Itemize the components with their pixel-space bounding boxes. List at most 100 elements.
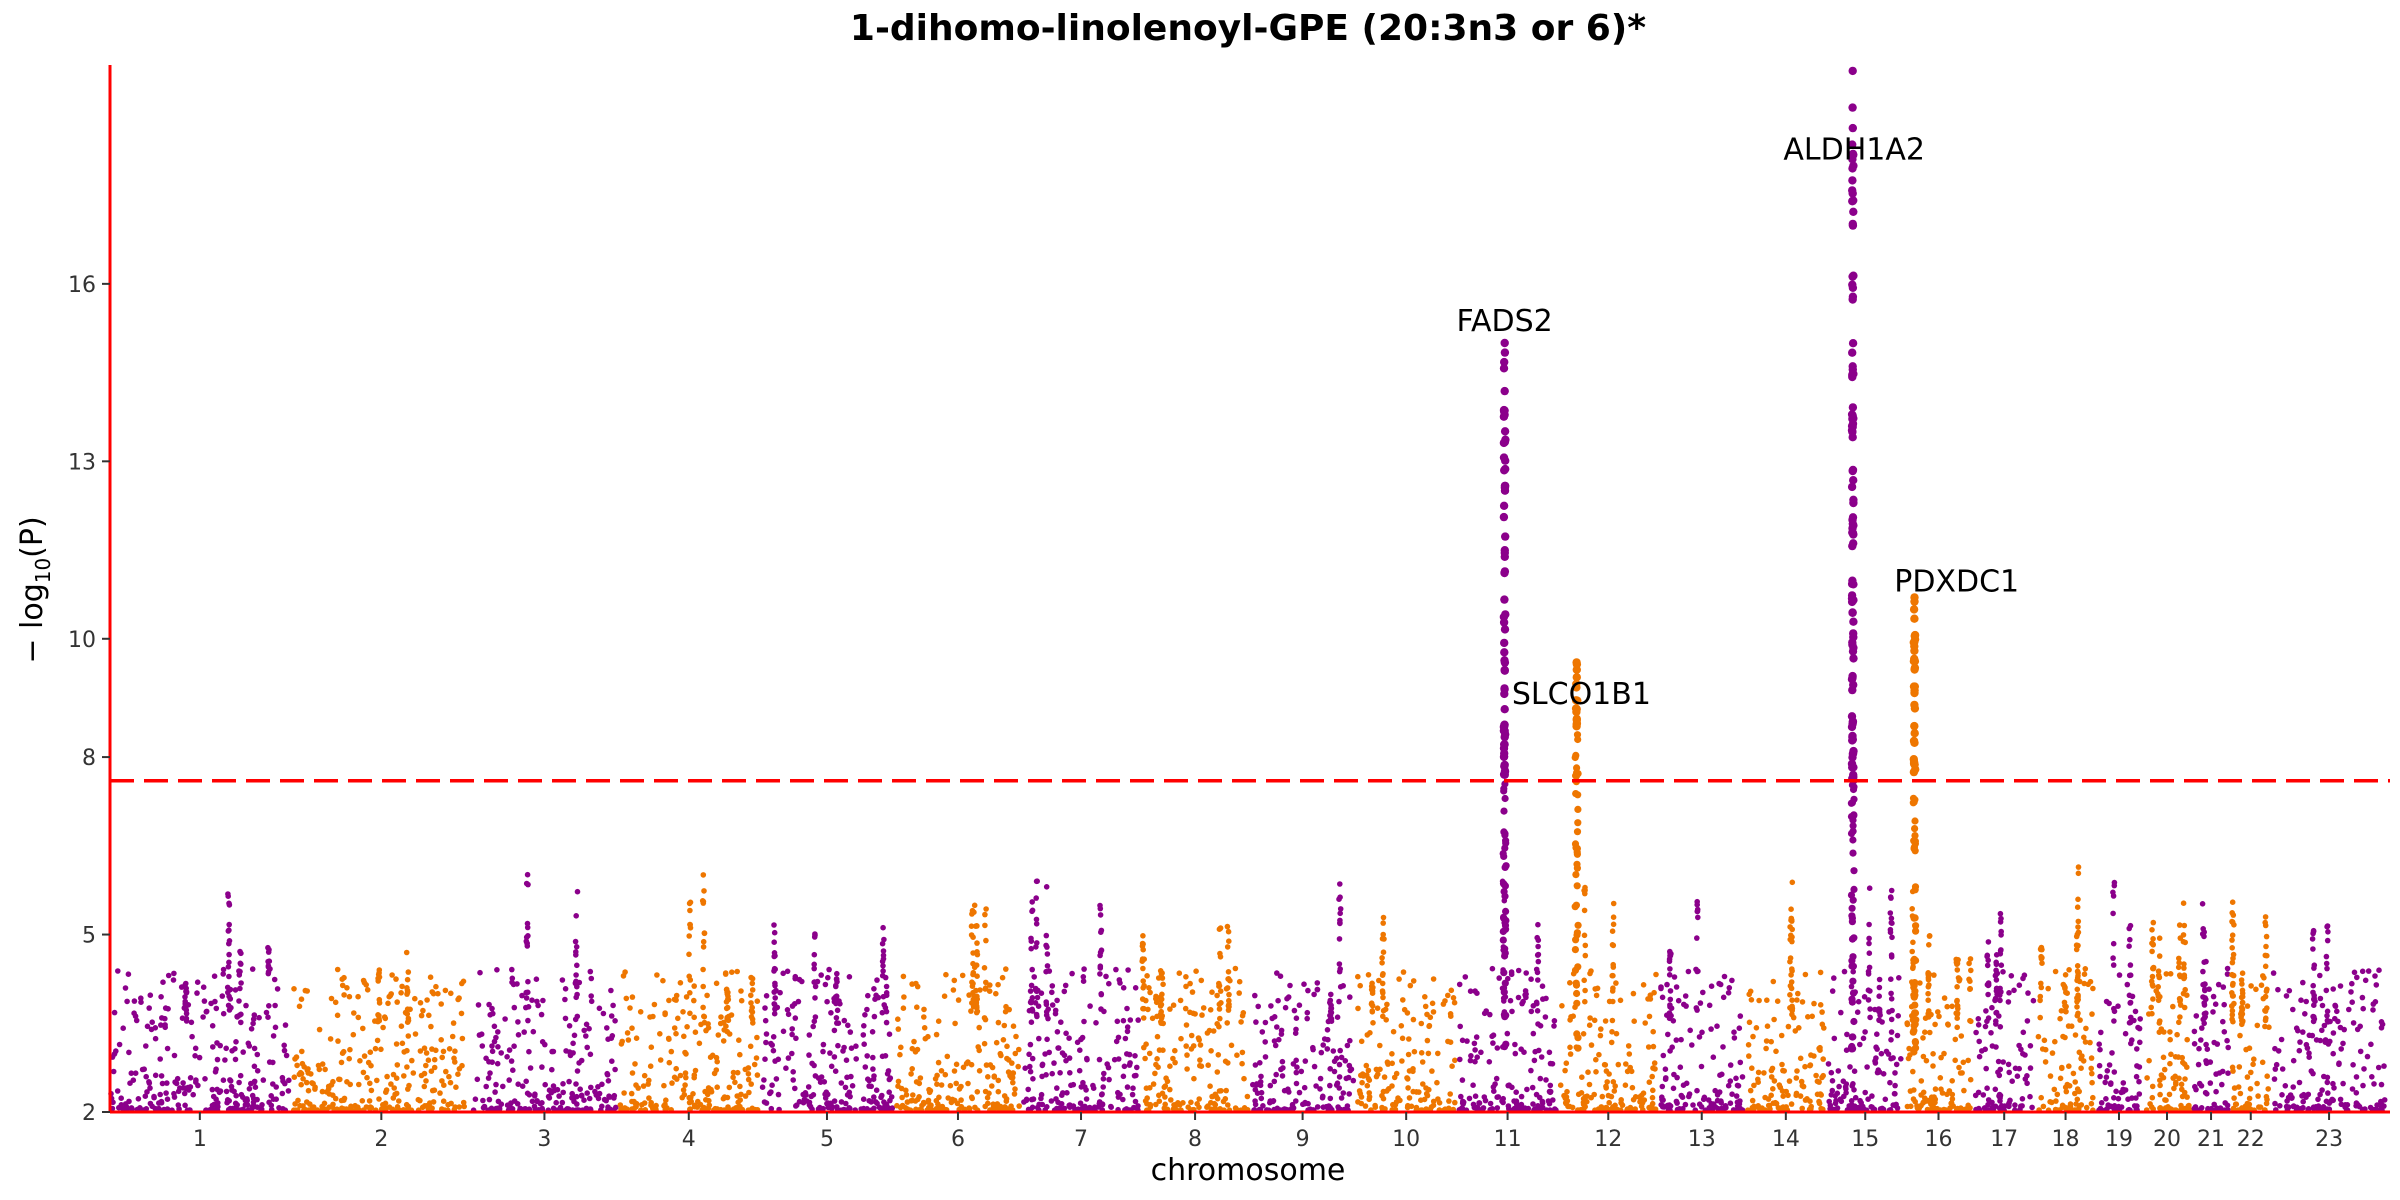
data-point: [1773, 1048, 1779, 1055]
data-point: [991, 1074, 997, 1080]
data-point: [1051, 1060, 1057, 1066]
data-point: [378, 1046, 384, 1053]
data-point: [1318, 1049, 1325, 1056]
data-point: [1925, 1012, 1932, 1019]
data-point: [1788, 1101, 1795, 1107]
data-point: [646, 1095, 652, 1101]
data-point: [1445, 992, 1451, 999]
data-point: [570, 1040, 576, 1047]
data-point: [802, 1090, 809, 1096]
data-point: [974, 1089, 981, 1095]
data-point: [834, 1104, 840, 1110]
data-point: [2237, 1032, 2243, 1039]
data-point: [382, 1015, 389, 1022]
data-point: [1865, 987, 1872, 993]
data-point: [2277, 1103, 2283, 1109]
data-point: [1610, 900, 1617, 907]
data-point: [209, 1086, 216, 1093]
data-point: [2110, 1104, 2117, 1111]
data-point: [1817, 1044, 1823, 1051]
data-point: [341, 1095, 348, 1102]
data-point: [2199, 1025, 2205, 1031]
data-point: [219, 993, 226, 999]
data-point: [1781, 1068, 1787, 1074]
data-point: [1270, 1098, 1277, 1104]
data-point: [818, 972, 824, 978]
peak-point: [1500, 348, 1510, 357]
data-point: [825, 974, 831, 981]
data-point: [1768, 1067, 1775, 1074]
data-point: [968, 932, 975, 938]
data-point: [272, 1024, 279, 1031]
peak-point: [1571, 704, 1581, 713]
data-point: [421, 1045, 428, 1051]
data-point: [1327, 1016, 1334, 1023]
data-point: [1078, 1084, 1085, 1090]
data-point: [1821, 1025, 1827, 1031]
data-point: [159, 1080, 166, 1087]
data-point: [1829, 1078, 1836, 1084]
peak-point: [1848, 608, 1857, 617]
data-point: [1030, 1076, 1036, 1082]
data-point: [792, 1015, 799, 1021]
peak-point: [1499, 936, 1507, 944]
data-point: [2074, 975, 2081, 981]
data-point: [251, 1012, 258, 1018]
data-point: [1177, 997, 1184, 1004]
data-point: [833, 999, 839, 1005]
data-point: [1344, 1103, 1351, 1109]
data-point: [2011, 987, 2017, 994]
data-point: [494, 1060, 501, 1067]
data-point: [1876, 984, 1883, 991]
data-point: [2167, 1029, 2173, 1035]
data-point: [1084, 1056, 1090, 1063]
data-point: [1113, 966, 1119, 973]
data-point: [843, 1057, 850, 1063]
data-point: [1127, 1017, 1134, 1023]
data-point: [1355, 1005, 1361, 1012]
data-point: [2115, 1095, 2122, 1102]
peak-point: [1501, 532, 1510, 541]
data-point: [2261, 975, 2267, 981]
data-point: [1720, 994, 1727, 1001]
data-point: [682, 1082, 688, 1088]
data-point: [2221, 1029, 2228, 1035]
data-point: [1139, 956, 1146, 962]
data-point: [1651, 1060, 1658, 1066]
data-point: [446, 1046, 453, 1052]
data-point: [865, 992, 871, 999]
data-point: [1228, 1042, 1235, 1049]
peak-point: [1848, 528, 1858, 538]
data-point: [639, 1102, 645, 1108]
data-point: [1080, 974, 1087, 980]
data-point: [1747, 988, 1754, 995]
data-point: [2306, 1054, 2312, 1060]
data-point: [871, 1105, 877, 1112]
data-point: [1539, 1104, 1546, 1111]
data-point: [1664, 981, 1670, 988]
peak-point: [1572, 871, 1580, 879]
data-point: [164, 1096, 171, 1102]
data-point: [1603, 1068, 1610, 1074]
data-point: [1603, 1104, 1609, 1111]
peak-point: [1848, 1042, 1856, 1051]
data-point: [973, 1009, 980, 1016]
data-point: [2297, 1039, 2303, 1045]
data-point: [604, 1025, 610, 1031]
data-point: [1965, 1057, 1971, 1064]
data-point: [715, 1032, 722, 1038]
data-point: [279, 1074, 286, 1081]
data-point: [2176, 922, 2183, 928]
data-point: [427, 974, 434, 980]
data-point: [1236, 990, 1242, 996]
data-point: [1445, 1038, 1451, 1045]
data-point: [632, 1061, 638, 1067]
peak-point: [1574, 735, 1582, 744]
data-point: [1932, 1086, 1939, 1092]
data-point: [2290, 1084, 2296, 1090]
data-point: [1993, 977, 2000, 983]
data-point: [718, 1014, 724, 1020]
data-point: [1442, 998, 1448, 1004]
data-point: [376, 1096, 382, 1102]
data-point: [376, 1015, 382, 1022]
